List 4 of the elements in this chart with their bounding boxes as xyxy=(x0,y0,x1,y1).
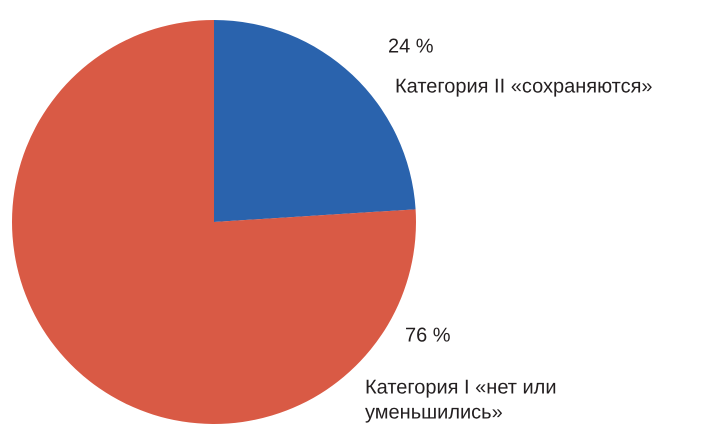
slice-label: Категория II «сохраняются» xyxy=(395,76,653,98)
data-label: 76 % xyxy=(405,324,451,347)
data-label: 24 % xyxy=(388,36,434,58)
slice-label: Категория I «нет или уменьшились» xyxy=(365,376,557,424)
